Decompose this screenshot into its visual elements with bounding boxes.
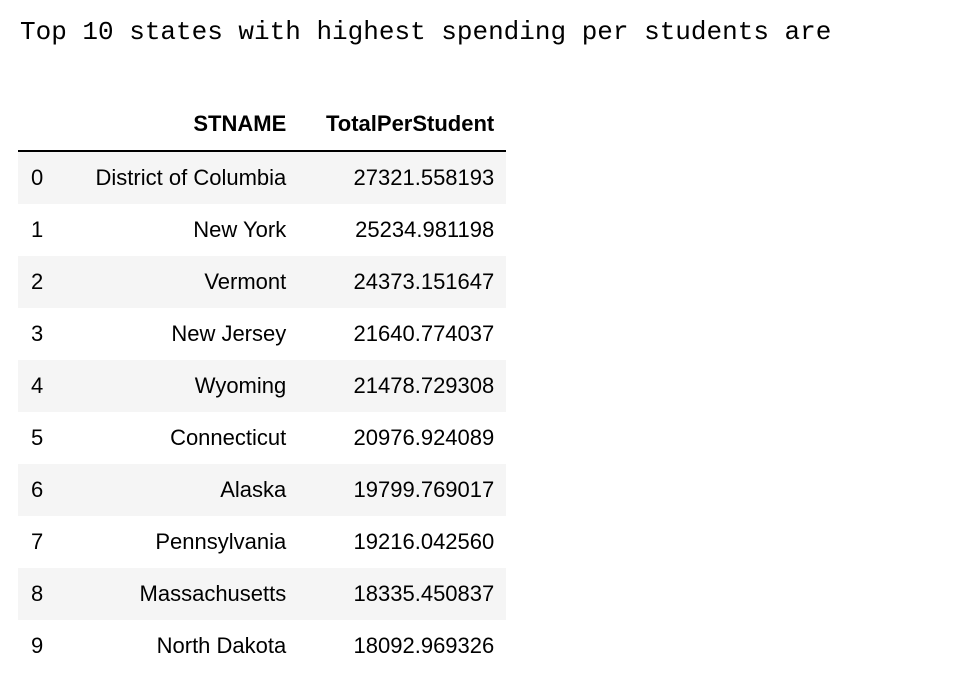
totalperstudent-cell: 24373.151647: [353, 269, 495, 294]
row-index: 5: [31, 425, 44, 450]
row-index: 8: [31, 581, 44, 606]
dataframe-table: STNAME TotalPerStudent 0 District of Col…: [18, 98, 507, 672]
stname-cell: North Dakota: [156, 633, 287, 658]
table-row: 5 Connecticut 20976.924089: [18, 412, 507, 464]
totalperstudent-cell: 18335.450837: [353, 581, 495, 606]
stname-cell: Connecticut: [170, 425, 287, 450]
row-index: 1: [31, 217, 44, 242]
row-index: 9: [31, 633, 44, 658]
table-row: 3 New Jersey 21640.774037: [18, 308, 507, 360]
row-index: 2: [31, 269, 44, 294]
index-header: [18, 98, 61, 152]
table-row: 7 Pennsylvania 19216.042560: [18, 516, 507, 568]
row-index: 0: [31, 165, 44, 190]
stname-cell: District of Columbia: [95, 165, 287, 190]
table-row: 4 Wyoming 21478.729308: [18, 360, 507, 412]
table-row: 8 Massachusetts 18335.450837: [18, 568, 507, 620]
totalperstudent-cell: 21640.774037: [353, 321, 495, 346]
stname-cell: Massachusetts: [139, 581, 287, 606]
totalperstudent-cell: 21478.729308: [353, 373, 495, 398]
table-row: 6 Alaska 19799.769017: [18, 464, 507, 516]
stname-cell: Pennsylvania: [155, 529, 287, 554]
row-index: 4: [31, 373, 44, 398]
header-row: STNAME TotalPerStudent: [18, 98, 507, 152]
table-body: 0 District of Columbia 27321.558193 1 Ne…: [18, 151, 507, 672]
stname-cell: Wyoming: [194, 373, 287, 398]
totalperstudent-cell: 19216.042560: [353, 529, 495, 554]
table-row: 1 New York 25234.981198: [18, 204, 507, 256]
totalperstudent-cell: 19799.769017: [353, 477, 495, 502]
stname-cell: Vermont: [204, 269, 287, 294]
totalperstudent-header: TotalPerStudent: [298, 98, 507, 152]
row-index: 3: [31, 321, 44, 346]
row-index: 7: [31, 529, 44, 554]
stname-cell: New Jersey: [171, 321, 287, 346]
totalperstudent-cell: 18092.969326: [353, 633, 495, 658]
row-index: 6: [31, 477, 44, 502]
table-row: 0 District of Columbia 27321.558193: [18, 151, 507, 204]
table-header: STNAME TotalPerStudent: [18, 98, 507, 152]
totalperstudent-cell: 20976.924089: [353, 425, 495, 450]
stname-cell: New York: [193, 217, 287, 242]
stname-cell: Alaska: [220, 477, 287, 502]
totalperstudent-cell: 27321.558193: [353, 165, 495, 190]
table-row: 2 Vermont 24373.151647: [18, 256, 507, 308]
table-row: 9 North Dakota 18092.969326: [18, 620, 507, 672]
output-text: Top 10 states with highest spending per …: [20, 17, 832, 47]
stname-header: STNAME: [60, 98, 299, 152]
totalperstudent-cell: 25234.981198: [355, 217, 495, 242]
